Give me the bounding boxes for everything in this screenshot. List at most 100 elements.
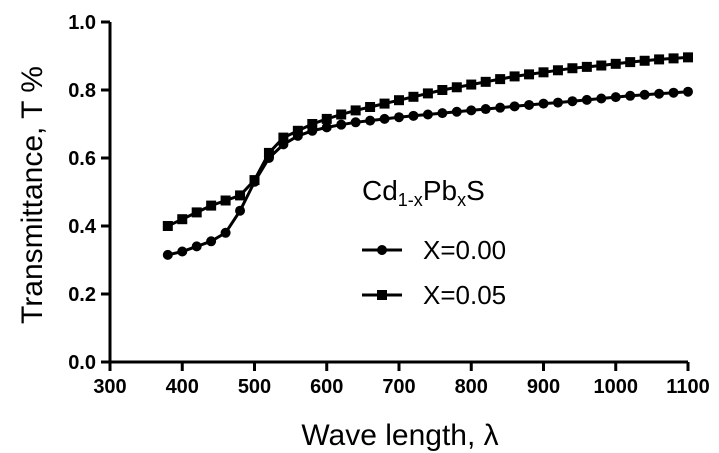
data-point: [654, 88, 665, 99]
data-point: [177, 246, 188, 257]
data-point: [336, 119, 347, 130]
data-point: [278, 132, 289, 143]
data-point: [191, 207, 202, 218]
data-point: [336, 109, 347, 120]
data-point: [654, 54, 665, 65]
data-point: [668, 53, 679, 64]
y-tick-label: 1.0: [68, 12, 96, 34]
data-point: [191, 241, 202, 252]
data-point: [321, 113, 332, 124]
legend-label: X=0.05: [423, 280, 506, 310]
data-point: [350, 117, 361, 128]
y-tick-label: 0.4: [68, 216, 97, 238]
series-2: [162, 52, 693, 231]
x-axis-title: Wave length, λ: [301, 419, 498, 452]
data-point: [581, 61, 592, 72]
x-tick-label: 700: [382, 376, 415, 398]
data-point: [683, 52, 693, 63]
legend-entry: X=0.05: [362, 280, 506, 310]
data-point: [307, 119, 318, 129]
data-point: [292, 125, 303, 136]
data-point: [235, 205, 246, 216]
data-point: [451, 82, 462, 93]
data-point: [408, 91, 419, 102]
data-point: [567, 63, 578, 74]
data-point: [480, 104, 491, 115]
data-point: [177, 214, 188, 225]
data-point: [596, 93, 607, 104]
data-point: [639, 55, 650, 66]
data-point: [524, 69, 535, 80]
legend-title-mid: Pb: [423, 175, 457, 206]
data-point: [394, 95, 404, 106]
x-tick-label: 1100: [666, 376, 709, 398]
data-point: [596, 60, 607, 71]
legend-marker: [377, 245, 387, 255]
data-point: [235, 190, 246, 201]
legend-marker: [377, 290, 387, 300]
x-tick-label: 600: [310, 376, 343, 398]
data-point: [538, 98, 549, 109]
data-point: [625, 90, 636, 101]
data-point: [162, 249, 173, 260]
data-point: [220, 227, 231, 238]
data-point: [524, 99, 535, 110]
y-tick-label: 0.8: [68, 80, 96, 102]
x-tick-label: 1000: [594, 376, 639, 398]
data-point: [408, 110, 419, 121]
data-point: [466, 79, 477, 90]
legend-items: X=0.00 X=0.05: [362, 235, 506, 310]
data-point: [379, 113, 390, 124]
data-point: [480, 76, 491, 87]
data-point: [365, 102, 376, 112]
data-point: [422, 88, 433, 99]
data-point: [495, 102, 506, 113]
data-point: [394, 112, 404, 123]
data-point: [365, 115, 376, 126]
x-tick-label: 300: [93, 376, 126, 398]
legend-title-sub1: 1-x: [398, 190, 423, 210]
legend-entry: X=0.00: [362, 235, 506, 265]
data-point: [625, 57, 636, 68]
data-point: [422, 109, 433, 120]
data-point: [263, 147, 274, 158]
data-point: [206, 200, 217, 211]
data-point: [581, 94, 592, 105]
data-point: [610, 58, 621, 69]
series-1: [162, 86, 693, 260]
data-point: [437, 85, 448, 95]
y-tick-label: 0.2: [68, 284, 96, 306]
legend: Cd1-xPbxS X=0.00 X=0.05: [362, 175, 506, 310]
x-tick-label: 400: [166, 376, 199, 398]
data-point: [379, 98, 390, 109]
legend-label: X=0.00: [423, 235, 506, 265]
data-point: [509, 101, 520, 112]
data-point: [509, 71, 520, 82]
data-point: [552, 97, 563, 108]
data-point: [567, 96, 578, 107]
legend-title-main: Cd: [362, 175, 398, 206]
data-point: [495, 74, 506, 85]
data-point: [466, 105, 477, 116]
data-point: [552, 65, 563, 76]
axis-ticks: 0.0 0.2 0.4 0.6 0.8 1.0 300 400 500 600 700 800 900 1…: [68, 12, 710, 398]
legend-title-sub2: x: [457, 190, 466, 210]
data-point: [249, 175, 260, 186]
x-tick-label: 900: [527, 376, 560, 398]
data-point: [321, 122, 332, 133]
data-point: [220, 195, 231, 206]
data-point: [683, 86, 693, 97]
x-tick-label: 500: [238, 376, 271, 398]
legend-title-end: S: [466, 175, 485, 206]
data-point: [639, 89, 650, 100]
data-point: [162, 221, 173, 231]
data-point: [451, 106, 462, 117]
data-point: [668, 87, 679, 98]
legend-title: Cd1-xPbxS: [362, 175, 485, 210]
data-point: [206, 236, 217, 247]
data-point: [437, 108, 448, 119]
series-layer: [162, 52, 693, 260]
y-tick-label: 0.0: [68, 352, 96, 374]
y-axis-title: Transmittance, T %: [16, 66, 49, 324]
